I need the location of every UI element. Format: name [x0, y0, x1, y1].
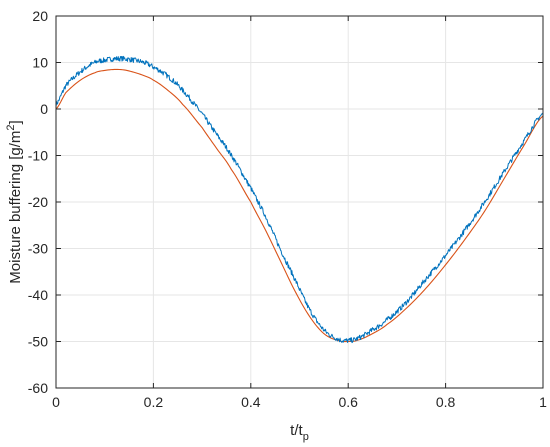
- y-tick-label: -50: [28, 334, 48, 350]
- y-tick-label: -20: [28, 194, 48, 210]
- model-series-line: [55, 68, 544, 343]
- x-tick-label: 0.2: [144, 394, 164, 410]
- y-ticks: -60 -50 -40 -30 -20 -10 0 10 20: [28, 8, 543, 396]
- y-axis-label-end: ]: [7, 120, 24, 124]
- y-tick-label: -10: [28, 148, 48, 164]
- y-axis-label: Moisture buffering [g/m2]: [5, 120, 24, 283]
- y-axis-label-superscript: 2: [5, 124, 17, 130]
- measured-series-line: [55, 55, 544, 344]
- y-tick-label: -40: [28, 287, 48, 303]
- series-layer: [55, 55, 544, 344]
- y-tick-label: -60: [28, 380, 48, 396]
- x-axis-label-main: t/t: [290, 422, 303, 439]
- x-tick-label: 0.6: [338, 394, 358, 410]
- y-axis-label-main: Moisture buffering [g/m: [7, 131, 24, 284]
- x-ticks: 0 0.2 0.4 0.6 0.8 1: [52, 16, 547, 410]
- x-tick-label: 0: [52, 394, 60, 410]
- x-axis-label-subscript: p: [303, 431, 309, 443]
- grid: [55, 15, 544, 389]
- x-tick-label: 0.4: [241, 394, 261, 410]
- y-tick-label: 20: [32, 8, 48, 24]
- y-tick-label: 10: [32, 55, 48, 71]
- x-tick-label: 1: [539, 394, 547, 410]
- x-tick-label: 0.8: [436, 394, 456, 410]
- x-axis-label: t/tp: [290, 422, 309, 443]
- y-tick-label: -30: [28, 241, 48, 257]
- y-tick-label: 0: [40, 101, 48, 117]
